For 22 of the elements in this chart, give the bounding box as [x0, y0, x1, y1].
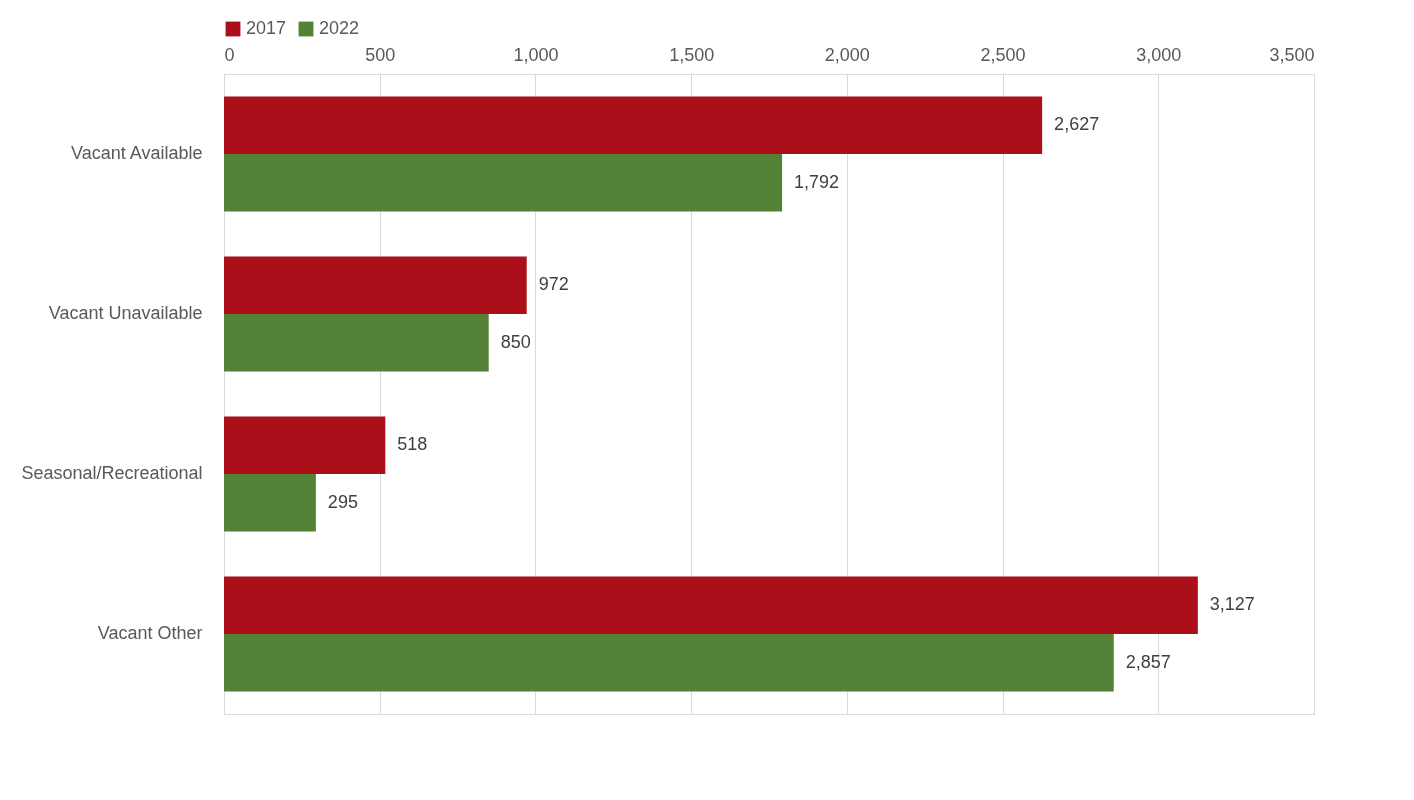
x-tick-label: 0: [224, 44, 235, 65]
y-tick-label: Vacant Available: [71, 143, 203, 163]
y-tick-label: Vacant Unavailable: [48, 303, 203, 323]
data-label: 295: [327, 491, 358, 512]
data-label: 3,127: [1209, 594, 1255, 615]
x-tick-label: 3,500: [1269, 44, 1315, 65]
x-tick-label: 500: [365, 44, 396, 65]
data-label: 2,627: [1054, 114, 1100, 135]
y-tick-label: Vacant Other: [97, 623, 203, 643]
data-label: 850: [500, 331, 531, 352]
x-tick-label: 2,000: [824, 44, 870, 65]
data-label: 518: [397, 434, 428, 455]
x-tick-label: 3,000: [1136, 44, 1182, 65]
data-label: 972: [538, 274, 569, 295]
y-tick-label: Seasonal/Recreational: [21, 463, 203, 483]
x-tick-label: 2,500: [980, 44, 1026, 65]
x-tick-label: 1,500: [669, 44, 715, 65]
data-label: 2,857: [1125, 651, 1171, 672]
legend-label: 2017: [246, 18, 287, 38]
x-tick-label: 1,000: [513, 44, 559, 65]
data-label: 1,792: [794, 171, 840, 192]
legend-label: 2022: [319, 18, 360, 38]
